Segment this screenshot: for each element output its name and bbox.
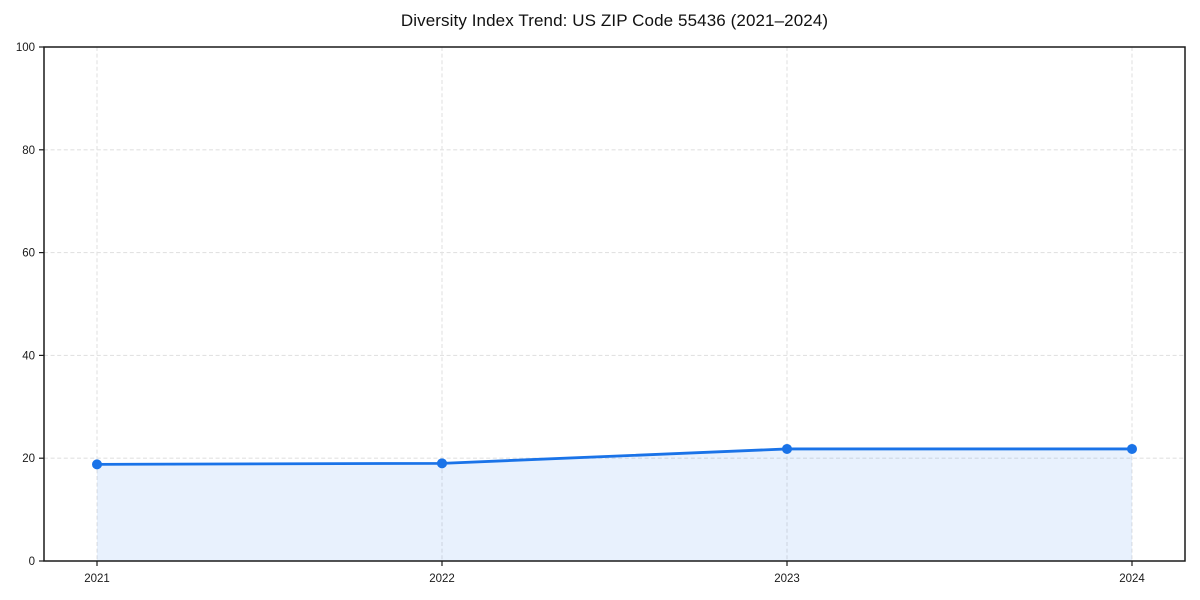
plot-border	[43, 46, 1186, 562]
x-tick-label: 2023	[774, 573, 800, 585]
y-tick-label: 20	[22, 453, 35, 465]
x-tick-label: 2021	[84, 573, 110, 585]
y-tick-label: 0	[29, 556, 35, 568]
y-tick-label: 100	[16, 42, 35, 54]
x-tick-label: 2024	[1119, 573, 1145, 585]
chart-title: Diversity Index Trend: US ZIP Code 55436…	[400, 11, 829, 30]
data-point	[782, 443, 792, 454]
y-tick-label: 80	[22, 145, 35, 157]
area-fill	[97, 448, 1132, 561]
y-tick-label: 60	[22, 248, 35, 260]
data-point	[92, 459, 102, 470]
x-tick-label: 2022	[429, 573, 455, 585]
data-point	[1127, 443, 1137, 454]
data-point	[437, 458, 447, 469]
trend-line	[95, 447, 1134, 466]
y-tick-label: 40	[22, 350, 35, 362]
